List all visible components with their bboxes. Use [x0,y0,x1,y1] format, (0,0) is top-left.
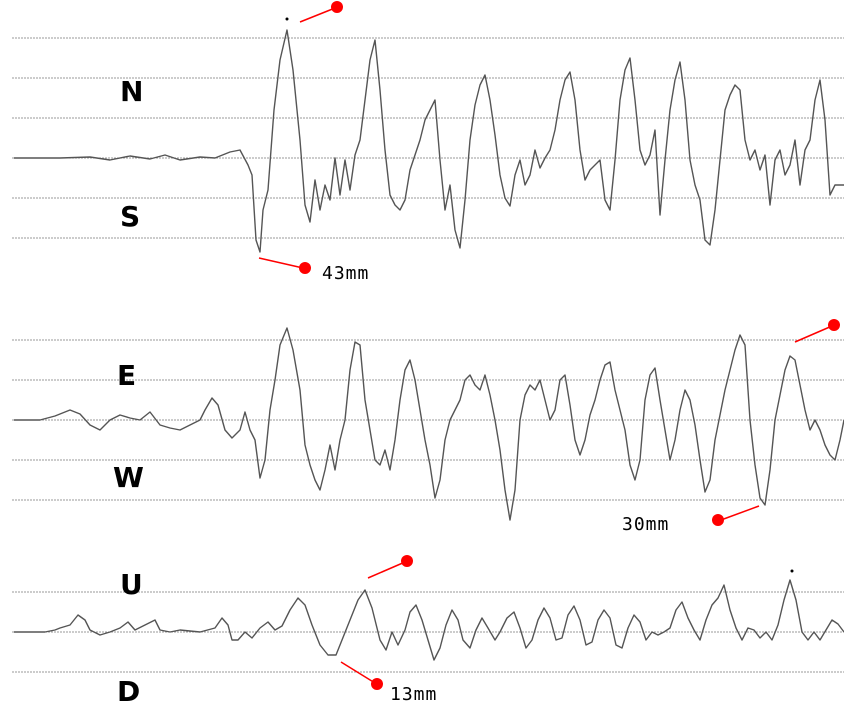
peak-tick [285,17,289,21]
marker-dot [331,1,343,13]
marker-dot [401,555,413,567]
grid-lines [12,37,844,673]
label-east: E [117,359,136,392]
leader-line [340,661,376,684]
marker-dot [828,319,840,331]
peak-marker-ew-bottom [712,505,760,526]
marker-dot [299,262,311,274]
leader-line [367,561,406,579]
peak-marker-ew-top [794,319,840,343]
label-west: W [113,461,144,494]
waveform-ns [14,29,844,253]
waveform-traces [14,29,844,661]
label-down: D [117,675,140,707]
marker-dot [712,514,724,526]
leader-line [258,257,304,269]
peak-marker-ns-bottom [258,257,311,274]
leader-line [720,505,760,521]
amplitude-label-ud: 13mm [390,684,437,705]
marker-dot [371,678,383,690]
peak-marker-ns-top [285,1,343,23]
leader-line [794,325,833,343]
label-up: U [120,568,143,601]
amplitude-label-ew: 30mm [622,514,669,535]
leader-line [299,7,336,23]
label-north: N [120,75,143,108]
peak-marker-ud-top [367,555,794,579]
peak-marker-ud-bottom [340,661,383,690]
label-south: S [120,200,140,233]
waveform-ew [14,327,844,521]
waveform-ud [14,579,844,661]
peak-tick [790,569,794,573]
amplitude-label-ns: 43mm [322,263,369,284]
